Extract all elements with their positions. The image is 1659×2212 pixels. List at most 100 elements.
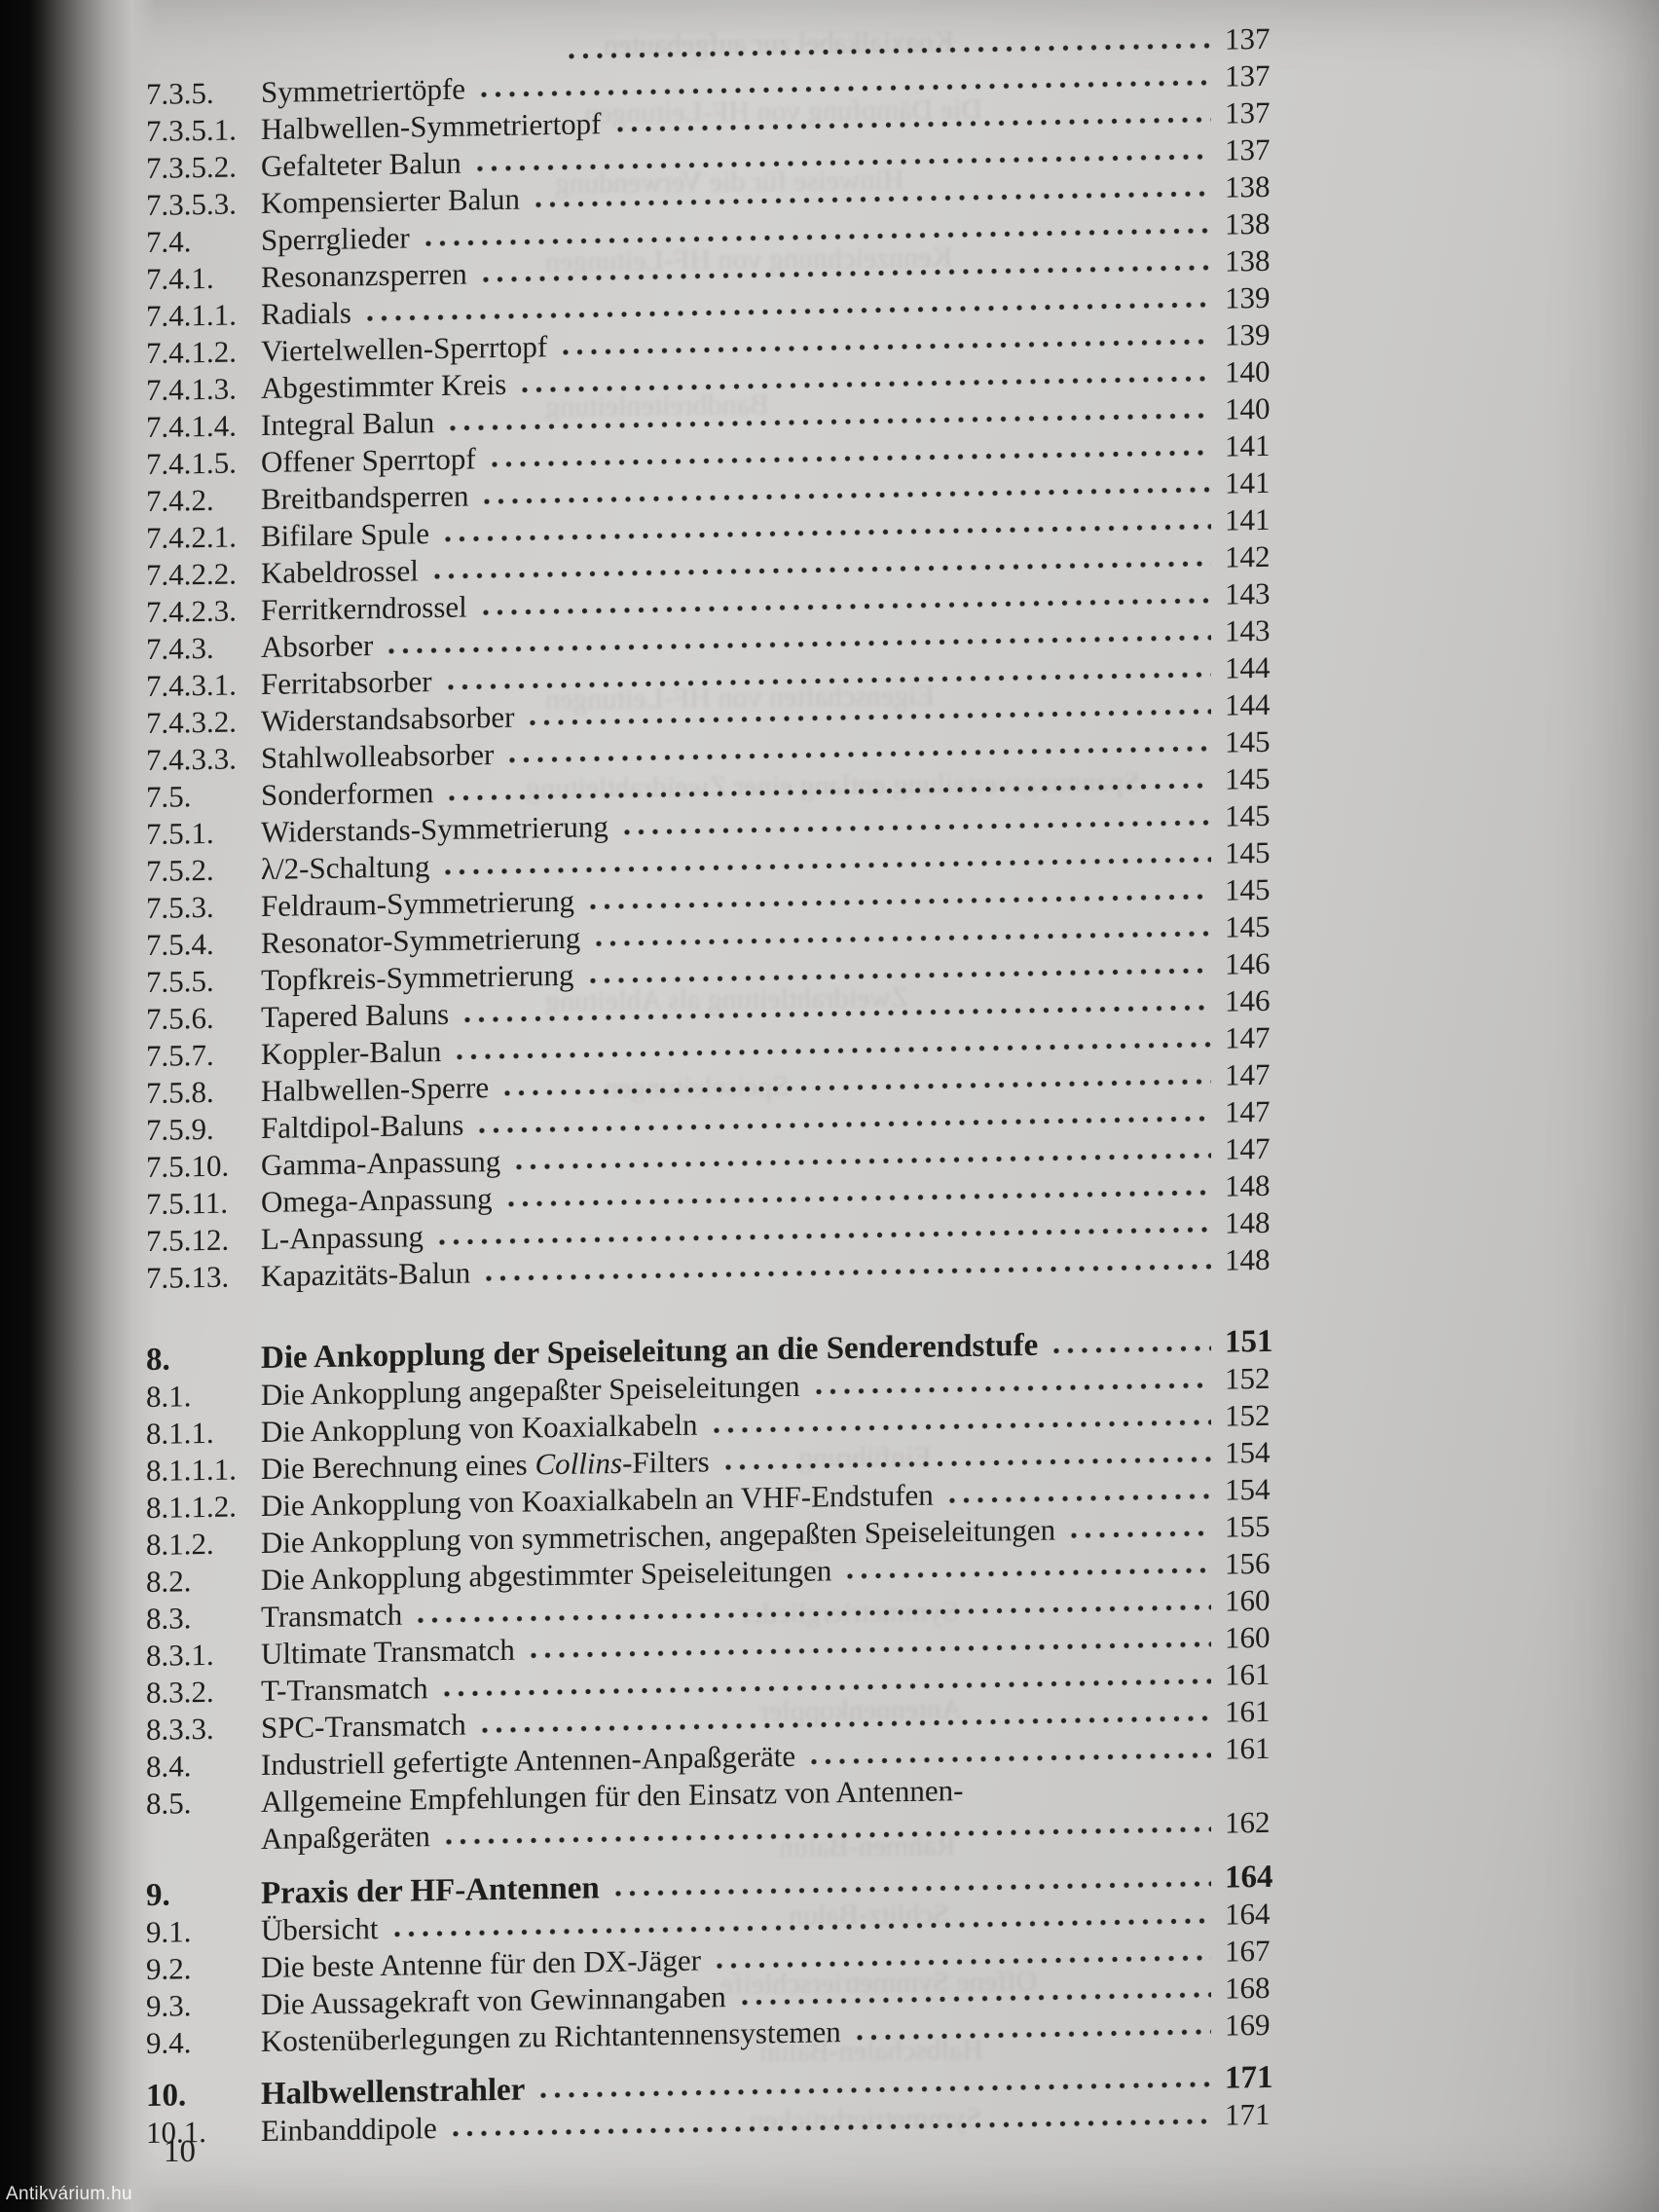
toc-entry-number: 9.4. bbox=[146, 2025, 192, 2060]
toc-entry-number: 7.3.5.1. bbox=[146, 112, 237, 148]
toc-page-number: 145 bbox=[1225, 723, 1271, 759]
toc-dot-leader bbox=[944, 1491, 1211, 1507]
toc-entry-number: 9. bbox=[146, 1877, 170, 1913]
toc-page-number: 141 bbox=[1225, 501, 1271, 537]
toc-entry-title: Stahlwolleabsorber bbox=[261, 737, 495, 776]
toc-entry-title: SPC-Transmatch bbox=[261, 1707, 466, 1746]
watermark-text: Antikvárium.hu bbox=[6, 2184, 132, 2204]
toc-entry-title: Transmatch bbox=[261, 1597, 403, 1635]
toc-entry-number: 7.5.1. bbox=[146, 815, 214, 851]
toc-page-number: 145 bbox=[1225, 871, 1271, 907]
toc-page-number: 161 bbox=[1225, 1656, 1271, 1692]
toc-page-number: 143 bbox=[1225, 575, 1271, 611]
toc-entry-number: 9.2. bbox=[146, 1951, 192, 1986]
toc-entry-number: 7.5.10. bbox=[146, 1148, 230, 1184]
toc-page-number: 161 bbox=[1225, 1693, 1271, 1729]
toc-entry-title: Omega-Anpassung bbox=[261, 1181, 493, 1220]
toc-page-number: 144 bbox=[1225, 649, 1271, 685]
toc-entry-number: 7.4.2. bbox=[146, 482, 214, 518]
toc-page-number: 162 bbox=[1225, 1804, 1271, 1840]
toc-entry-title: Ferritkerndrossel bbox=[261, 589, 467, 628]
toc-page-number: 143 bbox=[1225, 612, 1271, 648]
toc-entry-title: Viertelwellen-Sperrtopf bbox=[261, 329, 548, 369]
toc-entry-number: 7.4.3.3. bbox=[146, 741, 237, 777]
toc-page-number: 146 bbox=[1225, 982, 1271, 1018]
toc-page-number: 171 bbox=[1225, 2059, 1273, 2096]
toc-dot-leader bbox=[612, 114, 1211, 136]
toc-dot-leader bbox=[592, 928, 1211, 950]
toc-entry-title: Absorber bbox=[261, 628, 374, 665]
toc-page-number: 137 bbox=[1225, 57, 1271, 93]
toc-entry-title: Widerstands-Symmetrierung bbox=[261, 809, 608, 850]
toc-entry-title: Feldraum-Symmetrierung bbox=[261, 883, 574, 924]
toc-page-number: 139 bbox=[1225, 316, 1271, 352]
toc-entry-number: 7.4.3. bbox=[146, 630, 214, 666]
toc-entry-title: Radials bbox=[261, 295, 351, 332]
toc-entry-title: Symmetriertöpfe bbox=[261, 71, 466, 110]
toc-entry-title: Sonderformen bbox=[261, 775, 434, 813]
toc-page-number: 148 bbox=[1225, 1167, 1271, 1203]
toc-entry-title: Resonator-Symmetrierung bbox=[261, 920, 581, 961]
toc-dot-leader bbox=[610, 1878, 1211, 1900]
toc-entry-number: 7.5.8. bbox=[146, 1074, 214, 1110]
toc-page-number: 169 bbox=[1225, 2007, 1271, 2043]
toc-entry-title: Sperrglieder bbox=[261, 220, 410, 258]
toc-entry-number: 7.5.3. bbox=[146, 889, 214, 925]
toc-page-number: 142 bbox=[1225, 538, 1271, 574]
toc-page-number: 140 bbox=[1225, 390, 1271, 426]
toc-entry-number: 7.4.2.3. bbox=[146, 593, 237, 629]
toc-entry-number bbox=[146, 1849, 261, 1851]
toc-dot-leader bbox=[807, 1750, 1211, 1768]
toc-entry-title: Topfkreis-Symmetrierung bbox=[261, 957, 574, 998]
toc-entry-title: Bifilare Spule bbox=[261, 516, 430, 554]
toc-entry-title: Resonanzsperren bbox=[261, 256, 467, 295]
toc-dot-leader bbox=[709, 1417, 1211, 1437]
toc-entry-title: Halbwellenstrahler bbox=[261, 2072, 526, 2113]
toc-entry-number: 8.4. bbox=[146, 1749, 192, 1784]
toc-entry-title: L-Anpassung bbox=[261, 1219, 424, 1257]
toc-page-number: 138 bbox=[1225, 205, 1271, 241]
page-footer-number: 10 bbox=[164, 2134, 196, 2169]
toc-entry-number: 7.4.3.1. bbox=[146, 667, 237, 703]
toc-entry-number: 8.3.1. bbox=[146, 1637, 214, 1673]
toc-entry-title: Tapered Baluns bbox=[261, 996, 450, 1035]
toc-entry-number: 7.5.7. bbox=[146, 1037, 214, 1073]
toc-entry-number: 7.5.13. bbox=[146, 1259, 230, 1295]
toc-page-number: 156 bbox=[1225, 1545, 1271, 1581]
toc-dot-leader bbox=[1050, 1343, 1211, 1357]
toc-entry-number: 8.1.1.1. bbox=[146, 1452, 237, 1488]
toc-entry-title: Übersicht bbox=[261, 1911, 379, 1948]
toc-page-number: 145 bbox=[1225, 908, 1271, 944]
toc-entry-title: Widerstandsabsorber bbox=[261, 699, 515, 739]
toc-page-number: 146 bbox=[1225, 945, 1271, 981]
toc-dot-leader bbox=[737, 1989, 1211, 2009]
toc-page-number: 147 bbox=[1225, 1019, 1271, 1055]
toc-entry-number: 7.5.6. bbox=[146, 1000, 214, 1036]
toc-page-number: 164 bbox=[1225, 1896, 1271, 1932]
toc-entry-number: 7.4. bbox=[146, 224, 192, 259]
toc-entry-number: 8.3.2. bbox=[146, 1674, 214, 1710]
toc-entry-title bbox=[261, 60, 553, 65]
toc-entry-number bbox=[146, 65, 261, 67]
toc-entry-number: 7.5.12. bbox=[146, 1222, 230, 1258]
toc-entry-title: Kompensierter Balun bbox=[261, 181, 521, 221]
toc-entry-title: Gamma-Anpassung bbox=[261, 1143, 501, 1183]
toc-entry-number: 7.4.2.2. bbox=[146, 556, 237, 592]
toc-entry-title: Abgestimmter Kreis bbox=[261, 366, 507, 406]
toc-entry-number: 8.3. bbox=[146, 1601, 192, 1636]
toc-dot-leader bbox=[619, 817, 1211, 838]
toc-page-number: 154 bbox=[1225, 1471, 1271, 1507]
toc-page-number: 137 bbox=[1225, 131, 1271, 167]
toc-page-number: 164 bbox=[1225, 1859, 1273, 1896]
toc-page-number: 151 bbox=[1225, 1323, 1273, 1360]
toc-page-number: 147 bbox=[1225, 1093, 1271, 1129]
toc-entry-number: 7.3.5.3. bbox=[146, 186, 237, 222]
toc-entry-number: 8.1. bbox=[146, 1379, 192, 1414]
toc-page-number: 160 bbox=[1225, 1582, 1271, 1618]
toc-entry-title: Breitbandsperren bbox=[261, 478, 469, 517]
toc-page-number: 167 bbox=[1225, 1933, 1271, 1969]
toc-entry-title: Ultimate Transmatch bbox=[261, 1632, 515, 1672]
toc-entry-title: Halbwellen-Symmetriertopf bbox=[261, 106, 602, 147]
